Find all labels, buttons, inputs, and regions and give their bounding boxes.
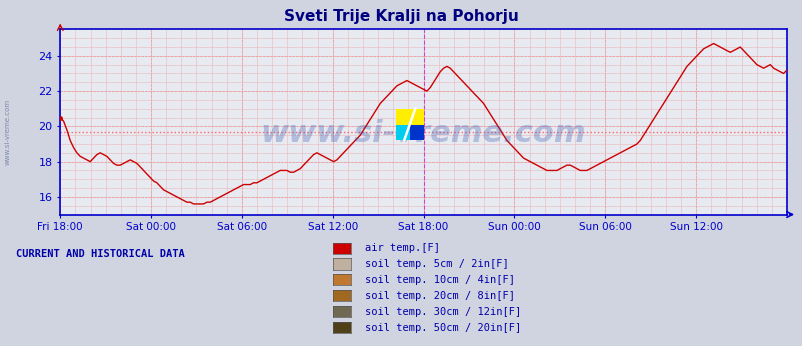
Text: soil temp. 30cm / 12in[F]: soil temp. 30cm / 12in[F] xyxy=(365,307,521,317)
Text: soil temp. 50cm / 20in[F]: soil temp. 50cm / 20in[F] xyxy=(365,323,521,333)
Text: soil temp. 20cm / 8in[F]: soil temp. 20cm / 8in[F] xyxy=(365,291,515,301)
Bar xyxy=(395,109,423,125)
Bar xyxy=(395,125,409,140)
Text: www.si-vreme.com: www.si-vreme.com xyxy=(5,98,11,165)
Text: soil temp. 5cm / 2in[F]: soil temp. 5cm / 2in[F] xyxy=(365,260,508,269)
Text: air temp.[F]: air temp.[F] xyxy=(365,244,439,253)
Text: soil temp. 10cm / 4in[F]: soil temp. 10cm / 4in[F] xyxy=(365,275,515,285)
Text: Sveti Trije Kralji na Pohorju: Sveti Trije Kralji na Pohorju xyxy=(284,9,518,24)
Bar xyxy=(409,125,423,140)
Text: www.si-vreme.com: www.si-vreme.com xyxy=(261,119,585,148)
Text: CURRENT AND HISTORICAL DATA: CURRENT AND HISTORICAL DATA xyxy=(16,249,184,259)
